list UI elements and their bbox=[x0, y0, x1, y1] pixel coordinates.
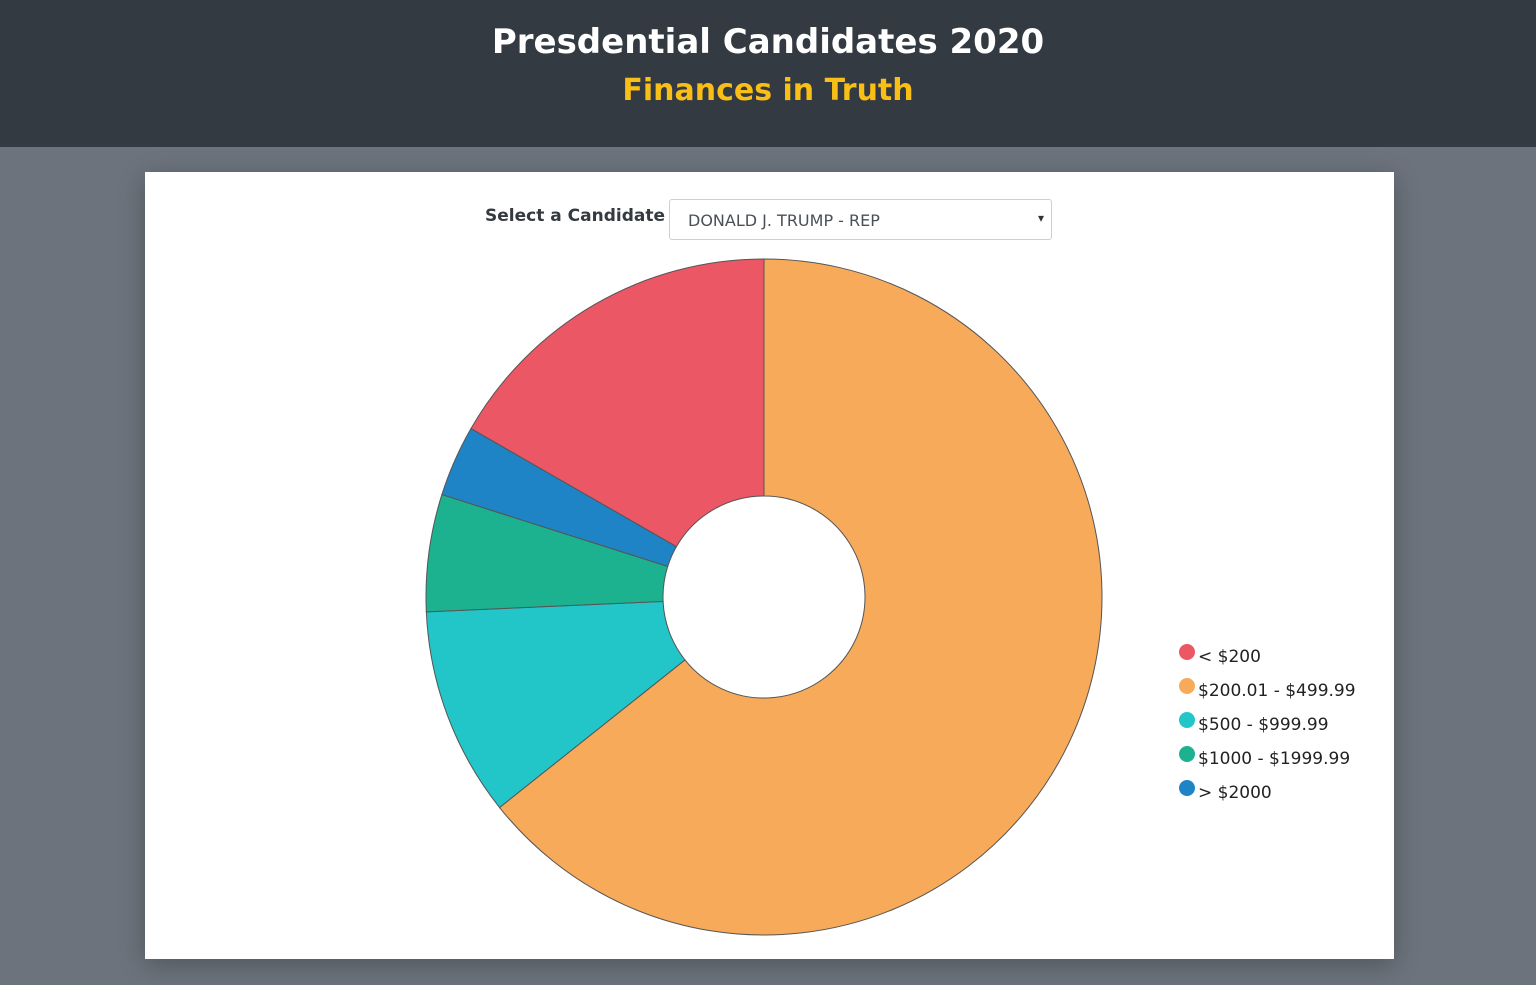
pie-slice[interactable] bbox=[470, 258, 765, 548]
page-header: Presdential Candidates 2020 Finances in … bbox=[0, 0, 1536, 147]
donut-chart bbox=[425, 258, 1103, 936]
candidate-select[interactable]: DONALD J. TRUMP - REP ▾ bbox=[669, 199, 1052, 240]
pie-slice[interactable] bbox=[498, 258, 1103, 936]
legend-swatch-icon bbox=[1179, 678, 1195, 694]
legend-swatch-icon bbox=[1179, 712, 1195, 728]
legend-swatch-icon bbox=[1179, 644, 1195, 660]
chevron-down-icon: ▾ bbox=[1037, 211, 1044, 225]
legend-swatch-icon bbox=[1179, 780, 1195, 796]
legend-label: $500 - $999.99 bbox=[1198, 715, 1329, 735]
legend-label: > $2000 bbox=[1198, 783, 1272, 803]
pie-slice[interactable] bbox=[441, 427, 678, 568]
page-title: Presdential Candidates 2020 bbox=[491, 22, 1045, 62]
pie-slice[interactable] bbox=[425, 600, 686, 809]
page-subtitle: Finances in Truth bbox=[622, 73, 914, 108]
legend-label: $200.01 - $499.99 bbox=[1198, 681, 1356, 701]
legend-swatch-icon bbox=[1179, 746, 1195, 762]
legend-label: $1000 - $1999.99 bbox=[1198, 749, 1351, 769]
candidate-select-label: Select a Candidate bbox=[485, 206, 665, 226]
candidate-select-value: DONALD J. TRUMP - REP bbox=[688, 211, 880, 230]
legend-label: < $200 bbox=[1198, 647, 1261, 667]
chart-card: Select a Candidate DONALD J. TRUMP - REP… bbox=[145, 172, 1394, 959]
